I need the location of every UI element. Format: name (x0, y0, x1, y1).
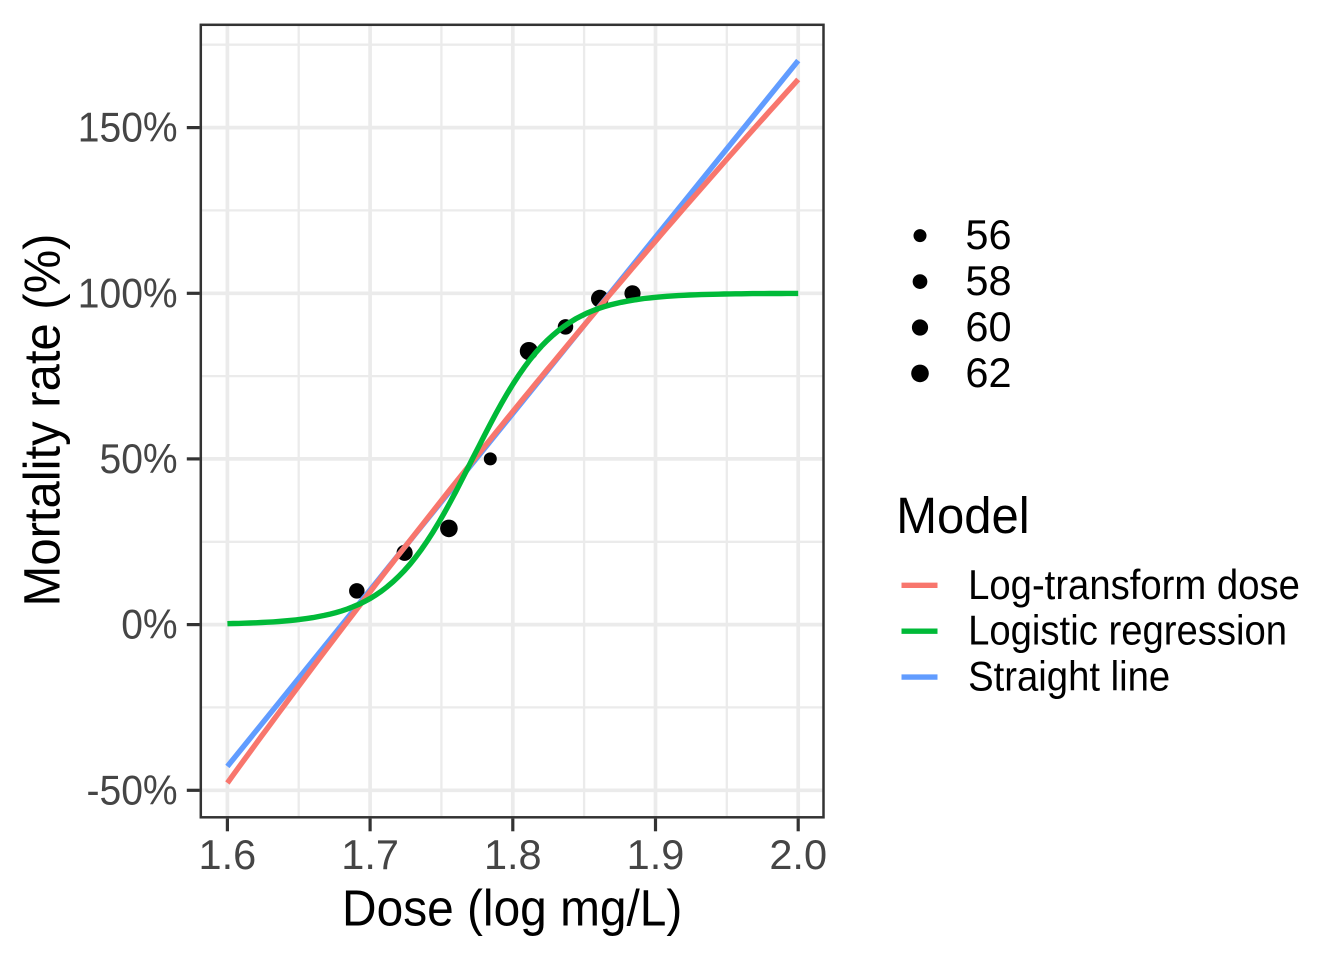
svg-text:-50%: -50% (87, 766, 178, 813)
svg-text:58: 58 (965, 257, 1011, 304)
svg-text:Straight line: Straight line (968, 653, 1170, 700)
svg-text:1.8: 1.8 (484, 831, 542, 878)
svg-text:56: 56 (965, 211, 1011, 258)
svg-text:Model: Model (896, 487, 1029, 544)
svg-text:1.7: 1.7 (341, 831, 399, 878)
svg-text:Mortality rate (%): Mortality rate (%) (14, 234, 71, 607)
svg-text:100%: 100% (78, 269, 178, 316)
svg-text:1.9: 1.9 (627, 831, 685, 878)
svg-text:2.0: 2.0 (769, 831, 827, 878)
svg-text:50%: 50% (100, 435, 178, 482)
svg-text:0%: 0% (121, 601, 177, 648)
svg-text:150%: 150% (78, 104, 178, 151)
svg-text:62: 62 (965, 349, 1011, 396)
svg-text:Dose (log mg/L): Dose (log mg/L) (342, 880, 682, 937)
svg-text:Log-transform dose: Log-transform dose (968, 561, 1300, 608)
svg-text:60: 60 (965, 303, 1011, 350)
svg-text:Logistic regression: Logistic regression (968, 607, 1287, 654)
svg-text:1.6: 1.6 (199, 831, 257, 878)
